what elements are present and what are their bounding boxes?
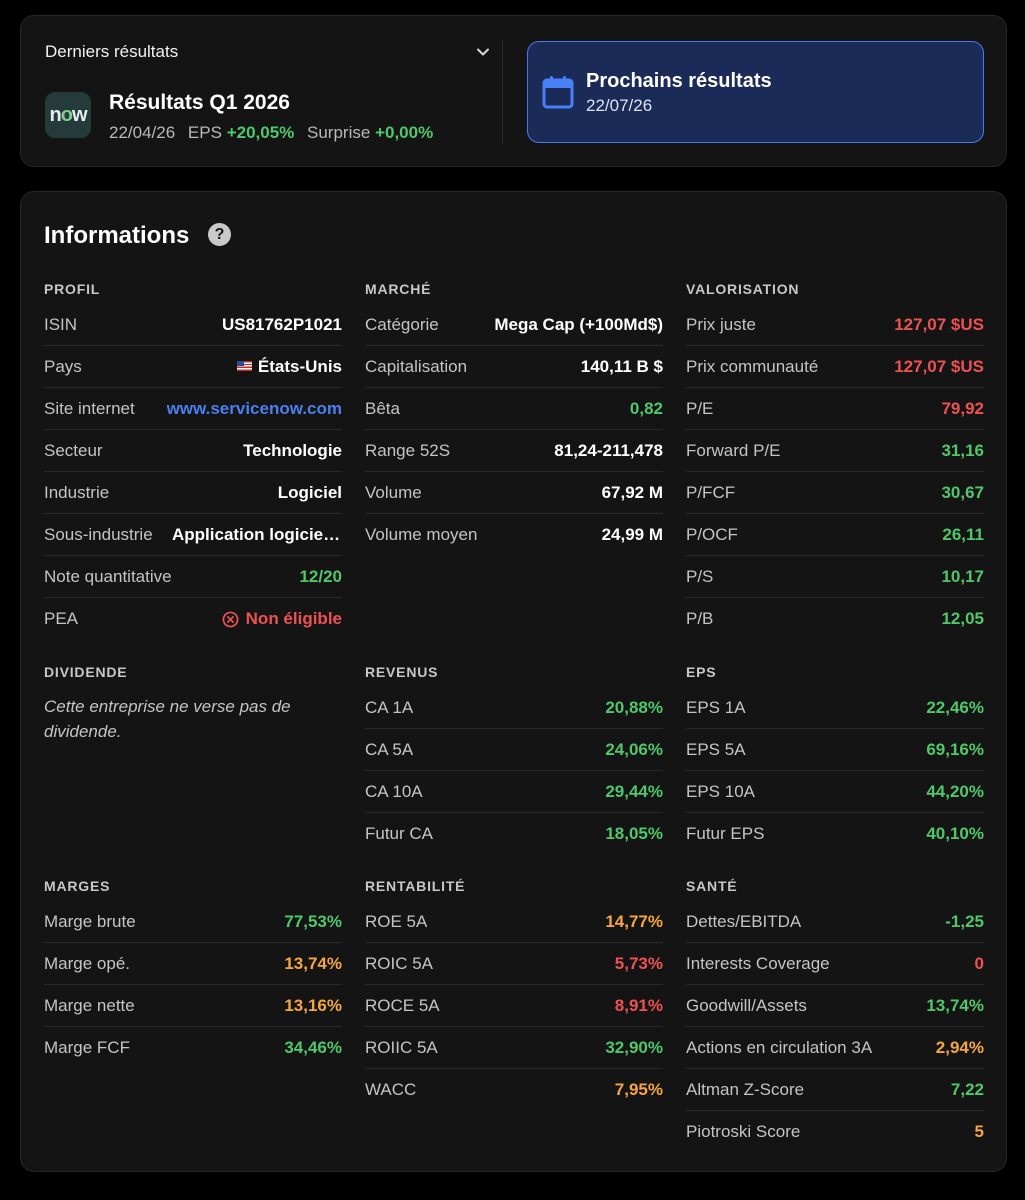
row-altman-z-score: Altman Z-Score 7,22 <box>686 1069 984 1111</box>
section-heading: REVENUS <box>365 664 439 680</box>
row-roiic-5a: ROIIC 5A 32,90% <box>365 1027 663 1069</box>
section-rentabilite: RENTABILITÉ ROE 5A 14,77% ROIC 5A 5,73% … <box>365 877 663 1111</box>
eps-value: +20,05% <box>226 123 295 142</box>
section-heading: MARGES <box>44 878 111 894</box>
row-range-52s: Range 52S 81,24-211,478 <box>365 430 663 472</box>
row-prix-communaute: Prix communauté 127,07 $US <box>686 346 984 388</box>
row-eps-10a: EPS 10A 44,20% <box>686 771 984 813</box>
row-pays: Pays États-Unis <box>44 346 342 388</box>
row-prix-juste: Prix juste 127,07 $US <box>686 304 984 346</box>
row-roce-5a: ROCE 5A 8,91% <box>365 985 663 1027</box>
website-link[interactable]: www.servicenow.com <box>166 398 342 418</box>
row-sous-industrie: Sous-industrie Application logicielle <box>44 514 342 556</box>
row-secteur: Secteur Technologie <box>44 430 342 472</box>
row-beta: Bêta 0,82 <box>365 388 663 430</box>
row-eps-1a: EPS 1A 22,46% <box>686 687 984 729</box>
row-pocf: P/OCF 26,11 <box>686 514 984 556</box>
row-wacc: WACC 7,95% <box>365 1080 663 1099</box>
row-pb: P/B 12,05 <box>686 609 984 628</box>
row-pea: PEA Non éligible <box>44 609 342 628</box>
row-marge-ope: Marge opé. 13,74% <box>44 943 342 985</box>
section-heading: VALORISATION <box>686 281 800 297</box>
row-ca-1a: CA 1A 20,88% <box>365 687 663 729</box>
row-marge-fcf: Marge FCF 34,46% <box>44 1038 342 1057</box>
row-forward-pe: Forward P/E 31,16 <box>686 430 984 472</box>
latest-results-title: Résultats Q1 2026 <box>109 91 290 114</box>
row-industrie: Industrie Logiciel <box>44 472 342 514</box>
row-marge-brute: Marge brute 77,53% <box>44 901 342 943</box>
row-volume-moyen: Volume moyen 24,99 M <box>365 525 663 544</box>
row-ps: P/S 10,17 <box>686 556 984 598</box>
row-pfcf: P/FCF 30,67 <box>686 472 984 514</box>
dividend-note: Cette entreprise ne verse pas de dividen… <box>44 697 291 741</box>
row-capitalisation: Capitalisation 140,11 B $ <box>365 346 663 388</box>
row-futur-eps: Futur EPS 40,10% <box>686 824 984 843</box>
section-heading: SANTÉ <box>686 878 738 894</box>
next-results-date: 22/07/26 <box>586 96 653 115</box>
row-roic-5a: ROIC 5A 5,73% <box>365 943 663 985</box>
row-ca-10a: CA 10A 29,44% <box>365 771 663 813</box>
latest-results-date: 22/04/26 <box>109 123 176 142</box>
row-roe-5a: ROE 5A 14,77% <box>365 901 663 943</box>
section-heading: EPS <box>686 664 717 680</box>
next-results-title: Prochains résultats <box>586 70 772 92</box>
latest-results-details: 22/04/26 EPS +20,05% Surprise +0,00% <box>109 123 433 143</box>
surprise-value: +0,00% <box>375 123 434 142</box>
row-isin: ISIN US81762P1021 <box>44 304 342 346</box>
section-marche: MARCHÉ Catégorie Mega Cap (+100Md$) Capi… <box>365 280 663 556</box>
next-results-button[interactable]: Prochains résultats 22/07/26 <box>527 41 984 143</box>
latest-results-header[interactable]: Derniers résultats <box>45 40 493 64</box>
row-note-quantitative: Note quantitative 12/20 <box>44 556 342 598</box>
row-marge-nette: Marge nette 13,16% <box>44 985 342 1027</box>
row-interests-coverage: Interests Coverage 0 <box>686 943 984 985</box>
informations-title: Informations <box>44 222 190 249</box>
informations-card: Informations ? PROFIL ISIN US81762P1021 … <box>20 191 1007 1172</box>
section-heading: RENTABILITÉ <box>365 878 466 894</box>
x-circle-icon <box>222 611 239 627</box>
section-sante: SANTÉ Dettes/EBITDA -1,25 Interests Cove… <box>686 877 984 1153</box>
row-ca-5a: CA 5A 24,06% <box>365 729 663 771</box>
us-flag-icon <box>236 360 252 371</box>
row-goodwill-assets: Goodwill/Assets 13,74% <box>686 985 984 1027</box>
section-revenus: REVENUS CA 1A 20,88% CA 5A 24,06% CA 10A… <box>365 663 663 855</box>
row-categorie: Catégorie Mega Cap (+100Md$) <box>365 304 663 346</box>
calendar-icon <box>542 76 574 109</box>
row-dettes-ebitda: Dettes/EBITDA -1,25 <box>686 901 984 943</box>
chevron-down-icon[interactable] <box>473 42 493 62</box>
section-eps: EPS EPS 1A 22,46% EPS 5A 69,16% EPS 10A … <box>686 663 984 855</box>
eps-label: EPS <box>187 123 222 142</box>
latest-results-text: Résultats Q1 2026 22/04/26 EPS +20,05% S… <box>109 92 433 143</box>
row-piotroski-score: Piotroski Score 5 <box>686 1122 984 1141</box>
section-marges: MARGES Marge brute 77,53% Marge opé. 13,… <box>44 877 342 1069</box>
section-heading: PROFIL <box>44 281 101 297</box>
section-heading: MARCHÉ <box>365 281 432 297</box>
row-volume: Volume 67,92 M <box>365 472 663 514</box>
row-pe: P/E 79,92 <box>686 388 984 430</box>
row-site-internet: Site internet www.servicenow.com <box>44 388 342 430</box>
latest-results-label: Derniers résultats <box>45 42 179 61</box>
row-eps-5a: EPS 5A 69,16% <box>686 729 984 771</box>
section-profil: PROFIL ISIN US81762P1021 Pays États-Unis… <box>44 280 342 640</box>
row-actions-circulation: Actions en circulation 3A 2,94% <box>686 1027 984 1069</box>
section-heading: DIVIDENDE <box>44 664 128 680</box>
row-futur-ca: Futur CA 18,05% <box>365 824 663 843</box>
help-icon[interactable]: ? <box>208 223 231 246</box>
section-dividende: DIVIDENDE Cette entreprise ne verse pas … <box>44 663 342 744</box>
vertical-divider <box>502 40 503 144</box>
surprise-label: Surprise <box>307 123 371 142</box>
section-valorisation: VALORISATION Prix juste 127,07 $US Prix … <box>686 280 984 640</box>
